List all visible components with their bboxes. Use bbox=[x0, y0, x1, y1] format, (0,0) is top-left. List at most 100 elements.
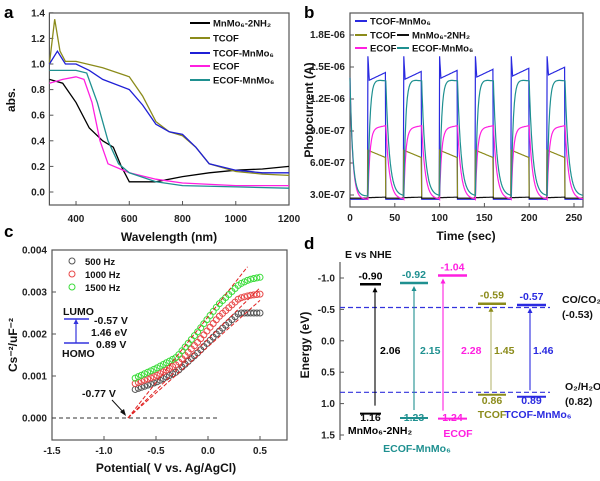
data-point bbox=[147, 374, 155, 382]
data-point bbox=[197, 335, 205, 343]
arrow-head-icon bbox=[372, 287, 378, 293]
x-tick-label: 0.5 bbox=[253, 446, 267, 457]
homo-value: 0.86 bbox=[482, 395, 503, 407]
lumo-value: -0.90 bbox=[359, 270, 383, 282]
series-line bbox=[49, 78, 290, 183]
y-tick-label: 0.004 bbox=[22, 246, 47, 257]
x-tick-label: 1000 bbox=[225, 214, 248, 225]
plot-frame bbox=[349, 12, 584, 208]
band-gap-value: 2.15 bbox=[420, 345, 441, 357]
data-point bbox=[200, 331, 208, 339]
y-tick-label: 0.4 bbox=[31, 136, 45, 147]
y-tick-label: 0.2 bbox=[31, 162, 45, 173]
plot-frame bbox=[48, 12, 290, 206]
y-tick-label: 9.0E-07 bbox=[310, 126, 345, 137]
data-point bbox=[256, 309, 264, 317]
y-tick-label: 0.5 bbox=[321, 368, 335, 379]
material-label: MnMo₆-2NH₂ bbox=[348, 425, 413, 437]
x-tick-label: 0.0 bbox=[201, 446, 215, 457]
legend-label: TCOF-MnMo₆ bbox=[213, 49, 274, 60]
arrow-head-icon bbox=[527, 308, 533, 314]
lumo-value: -0.59 bbox=[480, 290, 504, 302]
series-line bbox=[49, 69, 290, 189]
reference-value: (0.82) bbox=[565, 396, 592, 408]
reference-label: O₂/H₂O bbox=[565, 381, 600, 393]
reference-label: CO/CO₂ bbox=[562, 294, 600, 306]
panel-label-a: a bbox=[4, 3, 14, 22]
legend-label: ECOF bbox=[213, 62, 240, 73]
legend-label: 500 Hz bbox=[85, 257, 115, 268]
y-tick-label: -0.5 bbox=[318, 305, 336, 316]
data-point bbox=[240, 293, 248, 301]
homo-value: 0.89 V bbox=[96, 339, 126, 351]
homo-label: HOMO bbox=[62, 348, 95, 360]
legend-label: ECOF bbox=[370, 44, 397, 55]
chart-title: E vs NHE bbox=[345, 249, 392, 261]
x-tick-label: 600 bbox=[121, 214, 138, 225]
legend-label: ECOF-MnMo₆ bbox=[412, 44, 473, 55]
panel-a: a 400 600 800 1000 1200 0.0 0.2 0.4 0.6 0.8 1.0 1.2 1… bbox=[4, 3, 301, 244]
data-point bbox=[150, 373, 158, 381]
y-tick-label: 1.4 bbox=[31, 8, 45, 19]
y-tick-label: 3.0E-07 bbox=[310, 190, 345, 201]
legend-label: MnMo₆-2NH₂ bbox=[412, 31, 470, 42]
panel-d: d E vs NHE -1.0 -0.5 0.0 0.5 1.0 1.5 Energy (eV)… bbox=[298, 234, 600, 455]
x-tick-label: 1200 bbox=[278, 214, 301, 225]
band-gap-value: 2.06 bbox=[380, 345, 401, 357]
y-axis-label: Photocurrent (A) bbox=[302, 62, 316, 157]
intercept-label: -0.77 V bbox=[82, 388, 116, 400]
y-tick-label: -1.0 bbox=[318, 274, 336, 285]
legend-label: TCOF-MnMo₆ bbox=[370, 17, 431, 28]
homo-value: 1.24 bbox=[442, 412, 463, 424]
lumo-value: -0.92 bbox=[402, 269, 426, 281]
plot-frame bbox=[51, 249, 288, 441]
series-line bbox=[350, 196, 583, 199]
series-line bbox=[349, 77, 584, 199]
legend-marker bbox=[68, 257, 76, 265]
x-tick-label: 250 bbox=[566, 213, 583, 224]
y-tick-label: 0.6 bbox=[31, 111, 45, 122]
arrow-head-icon bbox=[120, 409, 126, 416]
material-label: TCOF-MnMo₆ bbox=[504, 409, 571, 421]
y-tick-label: 1.2E-06 bbox=[310, 94, 345, 105]
series-line bbox=[48, 19, 290, 177]
lumo-value: -0.57 V bbox=[94, 315, 128, 327]
x-tick-label: 0 bbox=[347, 213, 353, 224]
y-tick-label: 1.5 bbox=[321, 431, 335, 442]
data-point bbox=[256, 273, 264, 281]
material-label: ECOF-MnMo₆ bbox=[383, 443, 451, 455]
y-tick-label: 1.5E-06 bbox=[310, 62, 345, 73]
fit-line bbox=[127, 287, 261, 419]
x-tick-label: 800 bbox=[174, 214, 191, 225]
panel-label-c: c bbox=[4, 222, 13, 241]
x-tick-label: 400 bbox=[68, 214, 85, 225]
data-point bbox=[256, 290, 264, 298]
legend-marker bbox=[68, 283, 76, 291]
data-point bbox=[178, 347, 186, 355]
lumo-label: LUMO bbox=[63, 306, 94, 318]
data-point bbox=[253, 309, 261, 317]
homo-value: 0.89 bbox=[521, 395, 542, 407]
legend-label: ECOF-MnMo₆ bbox=[213, 76, 274, 87]
y-tick-label: 1.2 bbox=[31, 34, 45, 45]
y-tick-label: 0.0 bbox=[31, 188, 45, 199]
legend-label: TCOF bbox=[213, 34, 239, 45]
x-tick-label: 150 bbox=[476, 213, 493, 224]
gap-value: 1.46 eV bbox=[91, 327, 127, 339]
panel-b: b 0 50 100 150 200 250 3.0E-07 6.0E-07 9.0E-07 1.2… bbox=[302, 3, 584, 243]
legend-label: MnMo₆-2NH₂ bbox=[213, 19, 271, 30]
arrow-head-icon bbox=[440, 278, 446, 284]
x-axis-label: Potential( V vs. Ag/AgCl) bbox=[96, 461, 236, 475]
arrow-head-icon bbox=[488, 306, 494, 312]
data-point bbox=[253, 274, 261, 282]
legend-label: 1500 Hz bbox=[85, 283, 121, 294]
fit-line bbox=[127, 266, 248, 419]
arrow-head-icon bbox=[73, 319, 79, 324]
band-gap-value: 1.45 bbox=[494, 345, 515, 357]
homo-value: 1.23 bbox=[404, 412, 425, 424]
y-tick-label: 6.0E-07 bbox=[310, 158, 345, 169]
y-tick-label: 0.002 bbox=[22, 330, 47, 341]
data-point bbox=[206, 323, 214, 331]
data-point bbox=[190, 332, 198, 340]
panel-label-d: d bbox=[304, 234, 314, 253]
